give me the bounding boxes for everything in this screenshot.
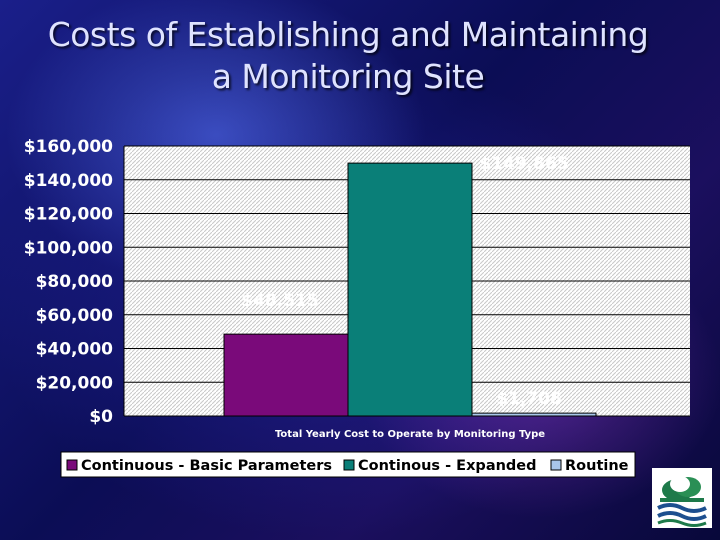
y-tick-label: $100,000 bbox=[24, 238, 113, 258]
bar-1 bbox=[223, 333, 349, 417]
title-line-2: a Monitoring Site bbox=[211, 57, 485, 96]
y-tick-label: $0 bbox=[89, 407, 113, 427]
y-tick-label: $60,000 bbox=[36, 306, 114, 326]
y-tick-label: $20,000 bbox=[36, 373, 114, 393]
agency-logo bbox=[652, 468, 712, 528]
data-label: $149,865 bbox=[479, 154, 568, 174]
title-line-1: Costs of Establishing and Maintaining bbox=[47, 15, 649, 54]
legend-label: Continous - Expanded bbox=[358, 458, 537, 474]
y-tick-label: $80,000 bbox=[36, 272, 114, 292]
legend-swatch bbox=[550, 459, 562, 471]
y-tick-label: $140,000 bbox=[24, 171, 113, 191]
legend-swatch bbox=[66, 459, 78, 471]
data-label: $48,515 bbox=[241, 291, 318, 311]
bar-2 bbox=[347, 162, 473, 417]
y-tick-label: $160,000 bbox=[24, 137, 113, 157]
legend-label: Routine bbox=[565, 458, 629, 474]
y-tick-label: $40,000 bbox=[36, 340, 114, 360]
y-tick-label: $120,000 bbox=[24, 205, 113, 225]
bar-3 bbox=[471, 412, 597, 417]
slide-title: Costs of Establishing and Maintaining a … bbox=[0, 14, 696, 98]
legend-swatch bbox=[343, 459, 355, 471]
x-axis-label: Total Yearly Cost to Operate by Monitori… bbox=[275, 429, 545, 440]
legend-label: Continuous - Basic Parameters bbox=[81, 458, 332, 474]
data-label: $1,708 bbox=[496, 389, 562, 409]
